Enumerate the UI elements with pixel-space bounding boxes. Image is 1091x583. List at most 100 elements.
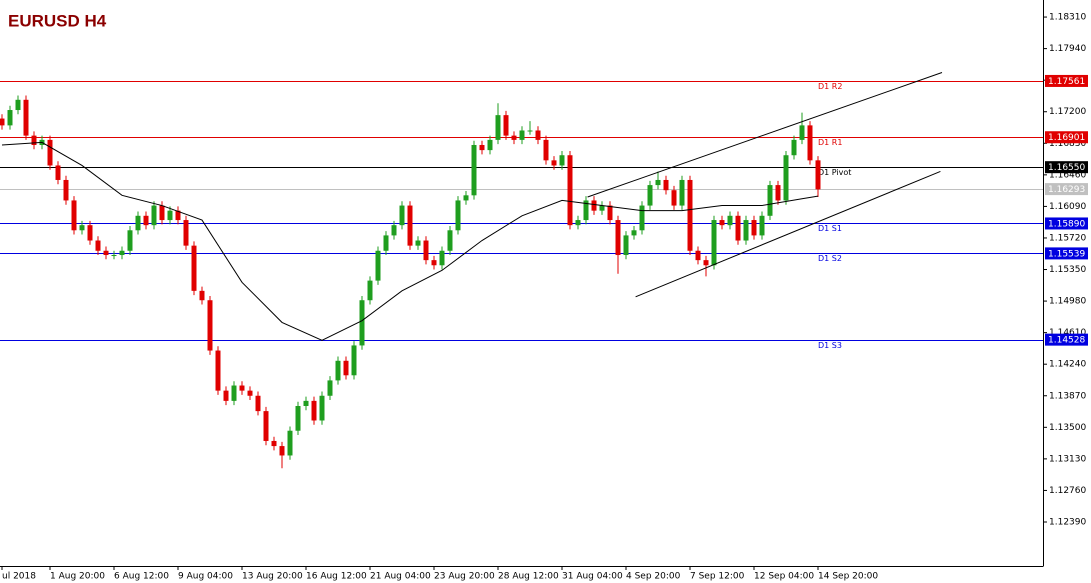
- candle-body: [735, 215, 741, 241]
- candle-body: [471, 144, 477, 196]
- candle-body: [583, 200, 589, 221]
- y-tick-label: 1.18310: [1049, 13, 1086, 23]
- candle-body: [135, 215, 141, 231]
- candle-body: [79, 225, 85, 231]
- candle-body: [367, 280, 373, 301]
- candle-body: [559, 155, 565, 166]
- candle-body: [615, 220, 621, 256]
- candle-body: [191, 245, 197, 291]
- candle-body: [519, 130, 525, 140]
- candle-body: [167, 210, 173, 221]
- x-tick-label: 28 Aug 12:00: [498, 572, 559, 582]
- candle-body: [143, 215, 149, 226]
- candle-body: [335, 360, 341, 381]
- x-tick-label: 1 Aug 20:00: [50, 572, 105, 582]
- candle-body: [199, 290, 205, 301]
- price-box-label: 1.16550: [1048, 163, 1085, 173]
- candle-body: [447, 230, 453, 251]
- y-tick-label: 1.17940: [1049, 44, 1086, 54]
- y-tick-label: 1.13500: [1049, 423, 1086, 433]
- y-tick-label: 1.17200: [1049, 107, 1086, 117]
- candle-body: [423, 240, 429, 261]
- price-box-label: 1.14528: [1048, 336, 1085, 346]
- candle-body: [263, 411, 269, 441]
- level-name: D1 S3: [818, 341, 842, 350]
- candle-body: [223, 390, 229, 401]
- candle-body: [599, 205, 605, 211]
- y-tick-label: 1.13130: [1049, 454, 1086, 464]
- candle-body: [463, 195, 469, 201]
- candle-body: [55, 165, 61, 180]
- price-box-label: 1.16901: [1048, 133, 1085, 143]
- candle-body: [687, 179, 693, 251]
- candle-body: [71, 200, 77, 231]
- candle-body: [415, 240, 421, 246]
- candle-body: [695, 250, 701, 261]
- x-tick-label: 23 Aug 20:00: [434, 572, 495, 582]
- y-tick-label: 1.12390: [1049, 517, 1086, 527]
- y-tick-label: 1.16460: [1049, 170, 1086, 180]
- candle-body: [647, 185, 653, 206]
- candle-body: [351, 345, 357, 376]
- candle-body: [711, 220, 717, 266]
- candle-body: [47, 139, 53, 166]
- candle-body: [31, 135, 37, 145]
- candle-body: [575, 220, 581, 226]
- price-box: [1045, 183, 1088, 196]
- candle-body: [759, 215, 765, 236]
- x-tick-label: 16 Aug 12:00: [306, 572, 367, 582]
- x-tick-label: 21 Aug 04:00: [370, 572, 431, 582]
- candle-body: [783, 155, 789, 201]
- candle-body: [791, 139, 797, 156]
- chart-title: EURUSD H4: [8, 11, 107, 30]
- candle-body: [215, 350, 221, 391]
- price-box: [1045, 74, 1088, 87]
- candle-body: [175, 210, 181, 221]
- candle-body: [319, 395, 325, 421]
- candle-body: [231, 385, 237, 401]
- candle-body: [543, 139, 549, 161]
- price-box: [1045, 217, 1088, 230]
- candle-body: [279, 446, 285, 456]
- candle-body: [719, 220, 725, 226]
- candle-body: [799, 125, 805, 140]
- level-name: D1 R2: [818, 82, 842, 91]
- x-tick-label: 4 Sep 20:00: [626, 572, 681, 582]
- y-tick-label: 1.16830: [1049, 139, 1086, 149]
- candle-body: [343, 360, 349, 376]
- candle-body: [607, 205, 613, 221]
- candle-body: [359, 300, 365, 346]
- candle-body: [551, 160, 557, 166]
- candle-body: [103, 250, 109, 256]
- candle-body: [399, 205, 405, 226]
- price-box: [1045, 131, 1088, 144]
- candle-body: [247, 390, 253, 396]
- x-tick-label: ul 2018: [2, 572, 36, 582]
- candle-body: [527, 130, 533, 132]
- candle-body: [207, 300, 213, 351]
- y-tick-label: 1.12760: [1049, 486, 1086, 496]
- level-name: D1 Pivot: [818, 168, 851, 177]
- candle-body: [63, 179, 69, 201]
- candle-body: [455, 200, 461, 231]
- candle-body: [295, 405, 301, 431]
- y-tick-label: 1.15350: [1049, 265, 1086, 275]
- candle-body: [631, 230, 637, 236]
- price-box-label: 1.16293: [1048, 185, 1085, 195]
- candle-body: [479, 144, 485, 151]
- candle-body: [751, 220, 757, 236]
- candle-body: [311, 400, 317, 421]
- candle-body: [535, 130, 541, 140]
- candle-body: [7, 110, 13, 126]
- candle-body: [303, 400, 309, 406]
- candle-body: [391, 225, 397, 236]
- trend-line: [635, 170, 941, 298]
- price-box: [1045, 161, 1088, 174]
- candle-body: [23, 99, 29, 136]
- candle-body: [503, 115, 509, 136]
- trend-line: [587, 72, 943, 198]
- candle-body: [255, 395, 261, 412]
- candle-body: [15, 99, 21, 111]
- x-tick-label: 14 Sep 20:00: [818, 572, 878, 582]
